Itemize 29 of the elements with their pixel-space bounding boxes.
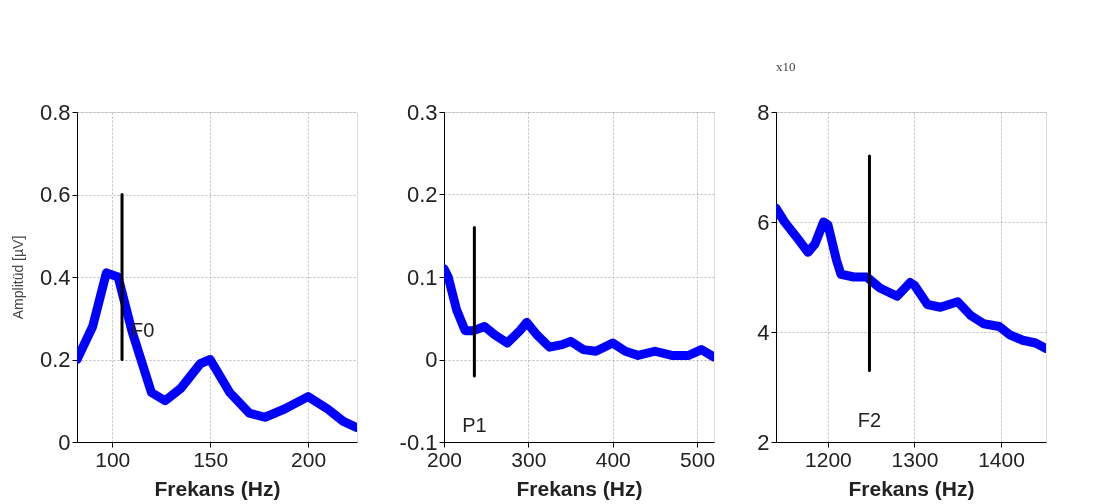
- x-tick-label: 300: [511, 447, 547, 471]
- y-axis-title: Amplitüd [µV]: [9, 235, 26, 320]
- y-tick-label: 6: [757, 209, 770, 235]
- y-tick-label: 0.8: [39, 99, 71, 125]
- y-tick-label: 0.6: [39, 182, 71, 207]
- x-axis-title: Frekans (Hz): [848, 476, 975, 500]
- y-tick-label: 4: [757, 319, 770, 345]
- x-tick-label: 150: [193, 447, 229, 471]
- annotation: F2: [857, 408, 882, 431]
- x-tick-label: 400: [595, 447, 631, 471]
- x-tick-label: 100: [95, 447, 131, 471]
- y-tick-label: 0.1: [406, 264, 438, 290]
- y-tick-label: 0: [425, 347, 438, 372]
- x-tick-label: 1300: [891, 447, 939, 471]
- y-tick-label: 0.3: [406, 99, 438, 125]
- y-tick-label: 8: [757, 99, 770, 125]
- y-tick-label: 2: [757, 429, 770, 455]
- x-tick-label: 500: [680, 447, 716, 471]
- x-tick-label: 200: [291, 447, 327, 471]
- y-tick-label: 0.4: [39, 264, 71, 290]
- y-tick-label: 0.2: [39, 347, 71, 372]
- x-axis-title: Frekans (Hz): [516, 476, 643, 500]
- x-tick-label: 1400: [978, 447, 1025, 471]
- text: x10: [776, 59, 796, 74]
- annotation: P1: [462, 414, 487, 436]
- x-tick-label: 1200: [805, 447, 852, 471]
- x-axis-title: Frekans (Hz): [154, 476, 281, 500]
- y-tick-label: 0.2: [406, 182, 438, 207]
- y-tick-label: 0: [58, 429, 71, 455]
